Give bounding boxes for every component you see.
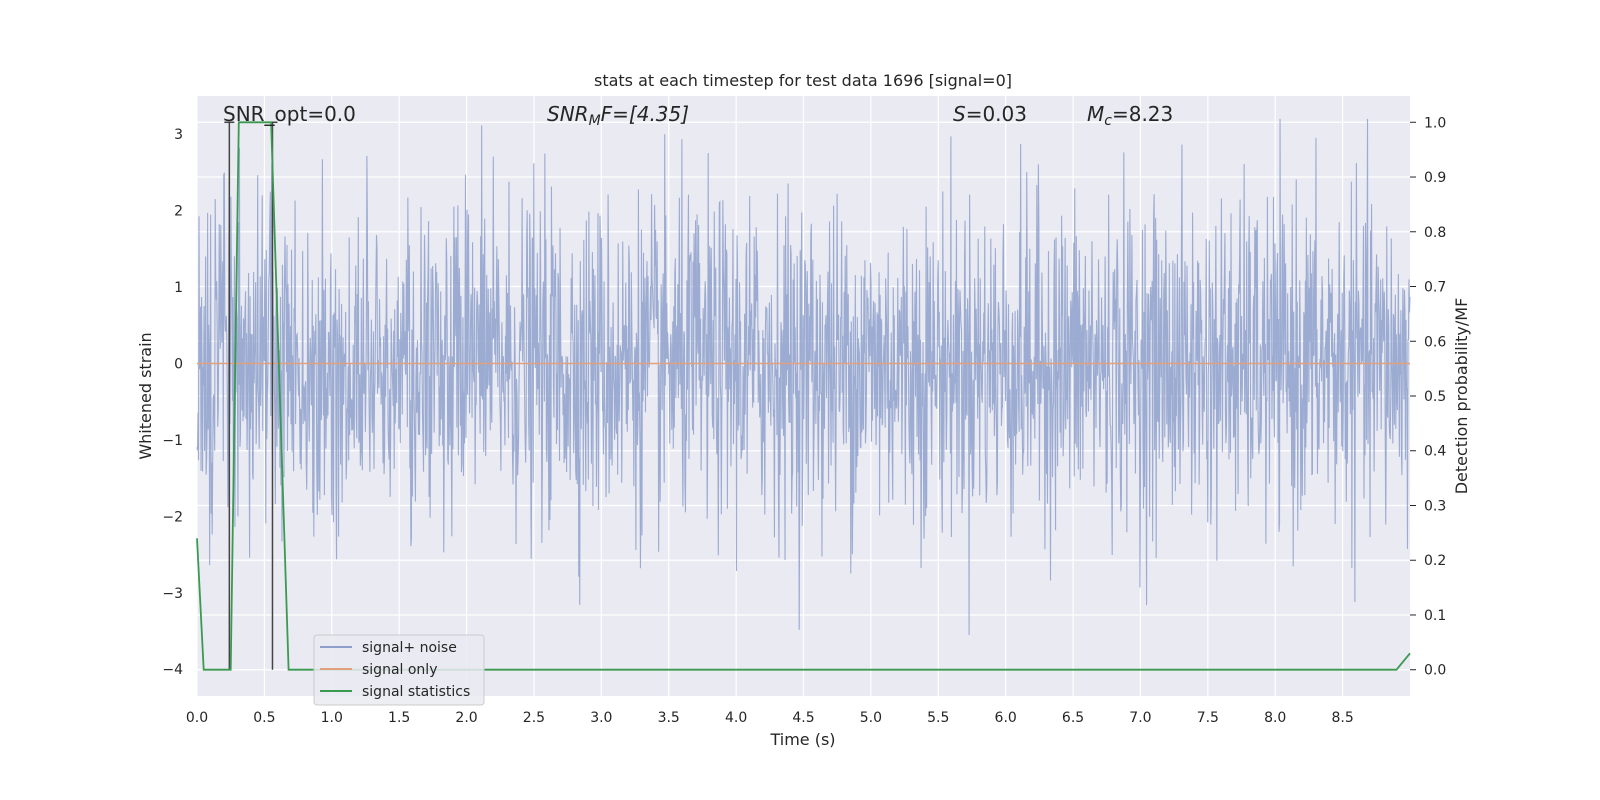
chart-title: stats at each timestep for test data 169… [594, 71, 1012, 90]
signal-statistics-series [196, 121, 1411, 671]
legend-label-signal-noise: signal+ noise [362, 640, 457, 656]
x-tick-label: 6.0 [995, 710, 1017, 726]
y-axis-label-right: Detection probability/MF [1452, 298, 1471, 495]
x-axis-label: Time (s) [769, 730, 835, 749]
y-tick-label-right: 0.1 [1424, 608, 1446, 624]
x-tick-label: 8.5 [1331, 710, 1353, 726]
x-tick-label: 2.5 [523, 710, 545, 726]
y-tick-label-right: 0.4 [1424, 444, 1446, 460]
x-tick-label: 8.0 [1264, 710, 1286, 726]
legend-box [313, 634, 485, 706]
y-tick-label-right: 1.0 [1424, 115, 1446, 131]
x-tick-label: 7.0 [1129, 710, 1151, 726]
y-tick-label-right: 0.2 [1424, 553, 1446, 569]
signal-noise-line [196, 118, 1411, 635]
y-tick-label-left: 1 [174, 280, 183, 296]
y-tick-label-left: 3 [174, 127, 183, 143]
y-axis-label-left: Whitened strain [136, 332, 155, 459]
legend-label-signal-only: signal only [362, 662, 437, 678]
annotation-s: S=0.03 [953, 102, 1027, 126]
x-tick-label: 0.5 [253, 710, 275, 726]
x-tick-label: 3.5 [658, 710, 680, 726]
y-tick-label-right: 0.5 [1424, 389, 1446, 405]
x-tick-label: 1.0 [321, 710, 343, 726]
annotation-mc: Mc=8.23 [1087, 102, 1173, 129]
y-tick-label-right: 0.3 [1424, 498, 1446, 514]
y-tick-label-right: 0.7 [1424, 280, 1446, 296]
legend-label-signal-statistics: signal statistics [362, 684, 470, 700]
y-ticks-right: 1.0 0.9 0.8 0.7 0.6 0.5 0.4 0.3 0.2 0.1 0.0 [1410, 115, 1446, 679]
legend: signal+ noise signal only signal statist… [313, 634, 485, 706]
y-tick-label-left: −3 [162, 586, 183, 602]
y-tick-label-left: −1 [162, 433, 183, 449]
y-tick-label-left: 2 [174, 204, 183, 220]
annotation-snr-opt: SNR_opt=0.0 [223, 102, 356, 126]
x-tick-label: 1.5 [388, 710, 410, 726]
y-tick-label-left: −2 [162, 509, 183, 525]
y-tick-label-left: −4 [162, 662, 183, 678]
signal-noise-series [196, 118, 1411, 635]
annotation-snr-mf: SNRMF=[4.35] [547, 102, 689, 129]
x-tick-label: 4.0 [725, 710, 747, 726]
y-ticks-left: 3 2 1 0 −1 −2 −3 −4 [162, 127, 183, 678]
x-tick-label: 0.0 [186, 710, 208, 726]
x-tick-label: 4.5 [792, 710, 814, 726]
x-tick-label: 2.0 [455, 710, 477, 726]
y-tick-label-right: 0.6 [1424, 334, 1446, 350]
x-ticks: 0.0 0.5 1.0 1.5 2.0 2.5 3.0 3.5 4.0 4.5 5.0 5.5 6.0 6… [186, 710, 1354, 726]
x-tick-label: 5.0 [860, 710, 882, 726]
y-tick-label-right: 0.0 [1424, 663, 1446, 679]
x-tick-label: 7.5 [1197, 710, 1219, 726]
x-tick-label: 5.5 [927, 710, 949, 726]
x-tick-label: 3.0 [590, 710, 612, 726]
y-tick-label-right: 0.9 [1424, 170, 1446, 186]
x-tick-label: 6.5 [1062, 710, 1084, 726]
y-tick-label-left: 0 [174, 357, 183, 373]
y-tick-label-right: 0.8 [1424, 225, 1446, 241]
